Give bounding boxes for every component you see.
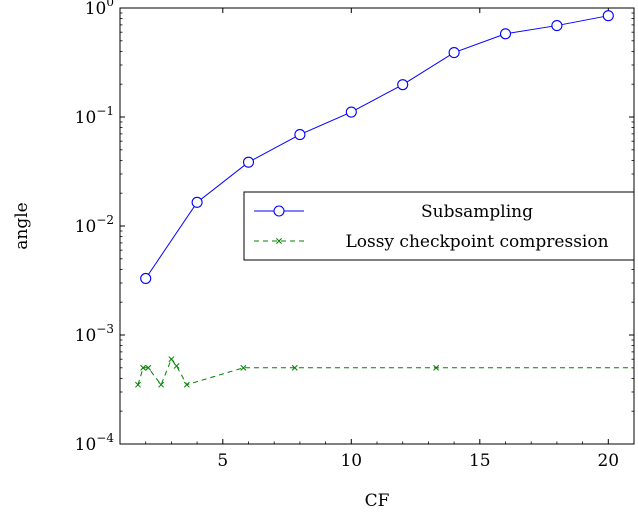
data-point	[291, 364, 298, 371]
legend-label: Lossy checkpoint compression	[345, 232, 608, 252]
x-marker-stroke	[291, 364, 298, 371]
data-point	[191, 196, 203, 208]
data-point	[145, 364, 152, 371]
data-point	[140, 364, 147, 371]
legend-marker	[273, 205, 285, 217]
x-marker-stroke	[145, 364, 152, 371]
data-point	[433, 364, 440, 371]
x-marker-stroke	[276, 238, 282, 244]
x-tick-label: 20	[597, 451, 619, 471]
series-lossy-checkpoint-compression	[135, 356, 634, 388]
x-tick-label: 10	[340, 451, 362, 471]
x-marker-stroke	[433, 364, 440, 371]
series-line	[145, 15, 609, 279]
data-point	[551, 20, 563, 32]
series-line	[137, 358, 634, 386]
series-subsampling	[140, 10, 614, 285]
y-tick-label: 10−3	[75, 322, 114, 346]
data-point	[168, 356, 175, 363]
y-tick-label: 100	[85, 0, 114, 19]
data-point	[242, 156, 255, 168]
x-marker-stroke	[140, 364, 147, 371]
data-point	[173, 363, 180, 369]
legend-marker	[276, 238, 282, 244]
legend: Subsampling Lossy checkpoint compression	[243, 191, 635, 261]
data-point	[140, 272, 152, 285]
x-marker-stroke	[158, 381, 165, 388]
x-marker-stroke	[183, 381, 190, 388]
data-point	[499, 28, 512, 40]
x-marker-stroke	[173, 363, 180, 369]
data-point	[240, 364, 247, 371]
y-axis-title: angle	[12, 202, 32, 249]
x-marker-stroke	[240, 364, 247, 371]
y-tick-label: 10−4	[75, 431, 115, 455]
data-point	[158, 381, 165, 388]
data-point	[602, 10, 614, 22]
x-tick-label: 5	[217, 451, 228, 471]
y-tick-label: 10−1	[75, 104, 114, 128]
x-marker-stroke	[135, 381, 141, 388]
data-point	[345, 106, 357, 118]
data-point	[183, 381, 190, 388]
data-point	[448, 47, 460, 59]
data-point	[294, 129, 306, 141]
x-marker-stroke	[168, 356, 175, 363]
y-tick-label: 10−2	[75, 213, 114, 237]
data-point	[135, 381, 141, 388]
series-layer	[135, 10, 634, 388]
axes: 5 10 15 20 10−4 10−3 10−2 10−1 100 CF angle	[12, 0, 635, 511]
legend-entry: Lossy checkpoint compression	[254, 232, 609, 252]
legend-entry: Subsampling	[254, 202, 533, 222]
x-tick-label: 15	[469, 451, 491, 471]
legend-label: Subsampling	[421, 202, 533, 222]
x-axis-title: CF	[365, 491, 390, 511]
data-point	[397, 79, 409, 91]
legend-box	[243, 191, 635, 261]
